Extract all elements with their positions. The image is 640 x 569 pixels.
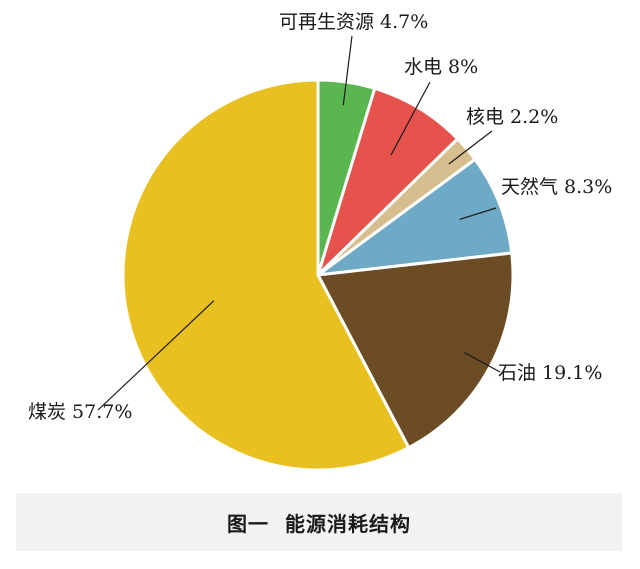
leader-line-1 <box>390 81 431 156</box>
leader-lines <box>97 35 501 411</box>
slice-label-nuclear: 核电 2.2% <box>466 106 558 128</box>
leader-line-5 <box>97 300 215 411</box>
slice-labels: 可再生资源 4.7% 水电 8% 核电 2.2% 天然气 8.3% 石油 19.… <box>28 11 612 423</box>
pie-slice-3 <box>316 157 514 277</box>
slice-label-hydro: 水电 8% <box>404 56 478 78</box>
pie-slice-1 <box>316 86 460 277</box>
pie-slices <box>121 78 515 472</box>
leader-line-0 <box>342 35 353 106</box>
leader-line-3 <box>459 207 497 221</box>
slice-label-oil: 石油 19.1% <box>498 362 602 384</box>
leader-line-2 <box>448 130 493 165</box>
chart-title: 图一 能源消耗结构 <box>227 511 411 536</box>
pie-slice-5 <box>121 78 411 472</box>
caption-bar: 图一 能源消耗结构 <box>16 493 622 551</box>
slice-label-coal: 煤炭 57.7% <box>28 401 132 423</box>
leader-line-4 <box>464 352 501 373</box>
slice-label-natural-gas: 天然气 8.3% <box>501 176 612 198</box>
slice-label-renewables: 可再生资源 4.7% <box>279 11 428 33</box>
